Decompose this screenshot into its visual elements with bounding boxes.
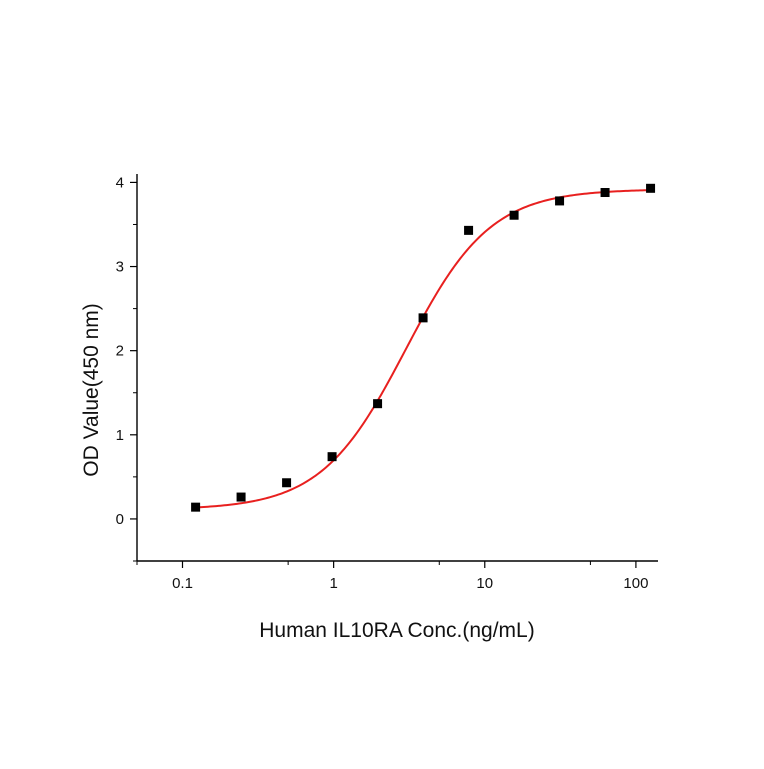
x-tick-label: 10 <box>476 575 493 592</box>
x-tick-label: 1 <box>329 575 337 592</box>
data-point <box>373 399 383 409</box>
data-point <box>282 478 292 488</box>
axes <box>136 174 658 562</box>
tick-labels: 0 1 2 3 4 0.1 1 10 100 <box>116 174 649 592</box>
data-point <box>418 313 428 323</box>
y-tick-label: 0 <box>116 511 124 528</box>
data-point <box>236 492 246 502</box>
data-point <box>600 188 610 198</box>
data-point <box>191 502 201 512</box>
data-point <box>464 225 474 235</box>
data-point <box>327 452 337 462</box>
y-tick-label: 4 <box>116 174 124 191</box>
data-point <box>555 196 565 206</box>
data-points <box>191 183 656 512</box>
x-tick-label: 100 <box>623 575 648 592</box>
x-tick-label: 0.1 <box>172 575 193 592</box>
y-tick-label: 1 <box>116 427 124 444</box>
y-tick-label: 2 <box>116 343 124 360</box>
x-axis-title: Human IL10RA Conc.(ng/mL) <box>259 619 534 642</box>
data-point <box>646 183 656 193</box>
data-point <box>509 210 519 220</box>
axis-ticks <box>130 181 637 568</box>
y-tick-label: 3 <box>116 259 124 276</box>
y-axis-title: OD Value(450 nm) <box>80 303 103 477</box>
